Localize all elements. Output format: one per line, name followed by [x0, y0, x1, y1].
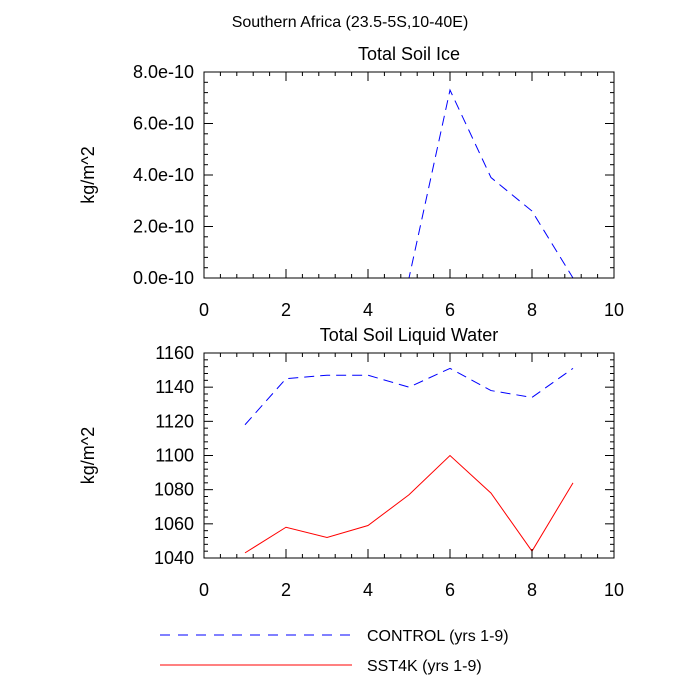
y-tick-label: 4.0e-10	[133, 165, 194, 185]
y-tick-label: 6.0e-10	[133, 114, 194, 134]
y-tick-label: 1120	[155, 411, 194, 431]
x-tick-label: 2	[281, 580, 291, 600]
figure-title: Southern Africa (23.5-5S,10-40E)	[232, 14, 469, 31]
y-tick-label: 1080	[154, 480, 194, 500]
x-tick-label: 4	[363, 580, 373, 600]
y-tick-label: 2.0e-10	[133, 217, 194, 237]
x-tick-label: 0	[199, 580, 209, 600]
panel-title: Total Soil Liquid Water	[320, 325, 498, 345]
chart-panel-2: 0 2 4 6 8 10 1040 1060 1080 1100 1120 1140 1160 Total…	[78, 325, 624, 600]
x-tick-label: 8	[527, 580, 537, 600]
x-tick-label: 8	[527, 300, 537, 320]
y-tick-label: 1100	[155, 446, 194, 466]
x-tick-label: 6	[445, 580, 455, 600]
y-tick-label: 1040	[154, 548, 194, 568]
series-line-sst4k	[244, 454, 574, 554]
x-tick-label: 10	[604, 300, 624, 320]
plot-frame	[203, 352, 615, 559]
legend: CONTROL (yrs 1-9) SST4K (yrs 1-9)	[160, 628, 509, 675]
y-tick-label: 1060	[154, 514, 194, 534]
chart-panels: 0 2 4 6 8 10 0.0e-10 2.0e-10 4.0e-10 6.0e-10 8.0e-…	[78, 44, 624, 600]
panel-title: Total Soil Ice	[358, 44, 460, 64]
chart-panel-1: 0 2 4 6 8 10 0.0e-10 2.0e-10 4.0e-10 6.0e-10 8.0e-…	[78, 44, 624, 320]
x-tick-label: 4	[363, 300, 373, 320]
x-tick-label: 10	[604, 580, 624, 600]
y-axis-label: kg/m^2	[78, 427, 98, 484]
y-tick-label: 1140	[155, 377, 194, 397]
y-axis-label: kg/m^2	[78, 146, 98, 203]
x-tick-label: 2	[281, 300, 291, 320]
y-tick-label: 1160	[155, 343, 194, 363]
legend-label-control: CONTROL (yrs 1-9)	[367, 628, 509, 645]
series-line-control	[245, 88, 574, 279]
legend-label-sst4k: SST4K (yrs 1-9)	[367, 658, 482, 675]
y-tick-label: 8.0e-10	[133, 62, 194, 82]
series-line-control	[244, 367, 574, 426]
y-tick-label: 0.0e-10	[133, 268, 194, 288]
plot-frame	[203, 71, 615, 279]
x-tick-label: 6	[445, 300, 455, 320]
x-tick-label: 0	[199, 300, 209, 320]
